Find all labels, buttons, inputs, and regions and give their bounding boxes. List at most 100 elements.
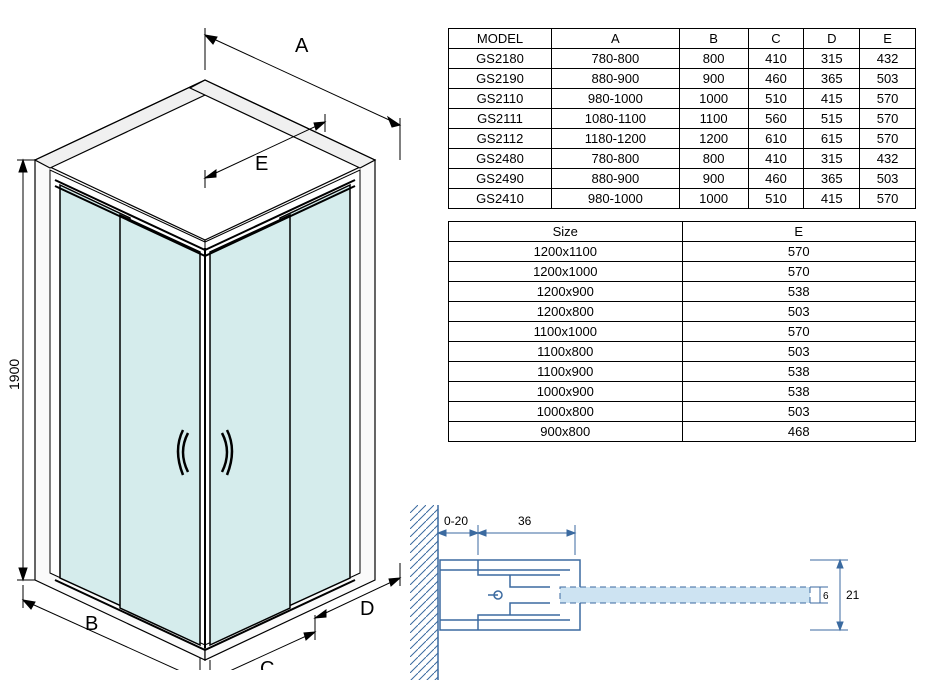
- dim-e-label: E: [255, 153, 268, 175]
- table-cell: 1200x800: [449, 302, 683, 322]
- table-cell: GS2490: [449, 169, 552, 189]
- profile-h-label: 21: [846, 588, 860, 602]
- table-cell: 570: [682, 322, 916, 342]
- table-cell: 570: [682, 262, 916, 282]
- table-row: 1200x800503: [449, 302, 916, 322]
- table-cell: 410: [748, 49, 804, 69]
- table-cell: 415: [804, 189, 860, 209]
- table-cell: 1100: [679, 109, 748, 129]
- table-cell: 780-800: [552, 149, 680, 169]
- table-cell: 1200: [679, 129, 748, 149]
- model-header-5: E: [860, 29, 916, 49]
- table-row: 1100x1000570: [449, 322, 916, 342]
- profile-gap-label: 0-20: [444, 514, 468, 528]
- table-cell: 570: [682, 242, 916, 262]
- table-row: GS2480780-800800410315432: [449, 149, 916, 169]
- table-cell: 1100x800: [449, 342, 683, 362]
- table-cell: 610: [748, 129, 804, 149]
- table-row: 1100x800503: [449, 342, 916, 362]
- table-row: 1200x1000570: [449, 262, 916, 282]
- table-cell: 538: [682, 282, 916, 302]
- table-cell: 315: [804, 149, 860, 169]
- table-cell: 615: [804, 129, 860, 149]
- table-cell: 1200x1000: [449, 262, 683, 282]
- size-table: Size E 1200x11005701200x10005701200x9005…: [448, 221, 916, 442]
- table-row: 1100x900538: [449, 362, 916, 382]
- table-cell: 980-1000: [552, 189, 680, 209]
- table-cell: 1080-1100: [552, 109, 680, 129]
- model-header-2: B: [679, 29, 748, 49]
- table-cell: GS2190: [449, 69, 552, 89]
- table-cell: 365: [804, 69, 860, 89]
- table-row: GS21111080-11001100560515570: [449, 109, 916, 129]
- table-cell: 1100x900: [449, 362, 683, 382]
- table-cell: 800: [679, 149, 748, 169]
- dim-b-label: B: [85, 613, 98, 635]
- profile-w-label: 36: [518, 514, 532, 528]
- model-table: MODEL A B C D E GS2180780-80080041031543…: [448, 28, 916, 209]
- dim-a-label: A: [295, 35, 309, 57]
- table-cell: GS2111: [449, 109, 552, 129]
- model-header-3: C: [748, 29, 804, 49]
- table-cell: 468: [682, 422, 916, 442]
- table-cell: 900: [679, 169, 748, 189]
- table-cell: 780-800: [552, 49, 680, 69]
- table-row: 1000x800503: [449, 402, 916, 422]
- table-cell: 503: [682, 342, 916, 362]
- table-cell: 510: [748, 89, 804, 109]
- shower-diagram: A E 1900: [5, 10, 415, 670]
- table-cell: 1200x900: [449, 282, 683, 302]
- table-row: GS2410980-10001000510415570: [449, 189, 916, 209]
- table-row: GS2490880-900900460365503: [449, 169, 916, 189]
- dim-height-label: 1900: [6, 359, 22, 390]
- table-cell: 538: [682, 382, 916, 402]
- table-row: 1000x900538: [449, 382, 916, 402]
- table-cell: 900: [679, 69, 748, 89]
- table-cell: 1180-1200: [552, 129, 680, 149]
- table-cell: 570: [860, 109, 916, 129]
- table-cell: 432: [860, 149, 916, 169]
- table-cell: 510: [748, 189, 804, 209]
- model-header-4: D: [804, 29, 860, 49]
- model-header-0: MODEL: [449, 29, 552, 49]
- model-header-1: A: [552, 29, 680, 49]
- table-cell: 460: [748, 69, 804, 89]
- table-row: 900x800468: [449, 422, 916, 442]
- profile-diagram: 0-20 36: [410, 505, 910, 680]
- table-cell: GS2180: [449, 49, 552, 69]
- table-row: GS2190880-900900460365503: [449, 69, 916, 89]
- table-cell: 432: [860, 49, 916, 69]
- table-cell: 1000x900: [449, 382, 683, 402]
- table-cell: 1000x800: [449, 402, 683, 422]
- table-cell: 1000: [679, 89, 748, 109]
- table-cell: 880-900: [552, 69, 680, 89]
- table-cell: GS2112: [449, 129, 552, 149]
- table-cell: 570: [860, 189, 916, 209]
- table-row: 1200x1100570: [449, 242, 916, 262]
- table-cell: 460: [748, 169, 804, 189]
- table-cell: 538: [682, 362, 916, 382]
- table-cell: 980-1000: [552, 89, 680, 109]
- table-cell: 1000: [679, 189, 748, 209]
- table-cell: 503: [682, 302, 916, 322]
- table-cell: 560: [748, 109, 804, 129]
- table-cell: 1100x1000: [449, 322, 683, 342]
- table-cell: 880-900: [552, 169, 680, 189]
- table-cell: 570: [860, 129, 916, 149]
- table-cell: 315: [804, 49, 860, 69]
- table-cell: 415: [804, 89, 860, 109]
- table-row: GS2180780-800800410315432: [449, 49, 916, 69]
- table-cell: 900x800: [449, 422, 683, 442]
- table-cell: GS2410: [449, 189, 552, 209]
- table-row: GS2110980-10001000510415570: [449, 89, 916, 109]
- table-cell: 503: [860, 69, 916, 89]
- table-cell: 1200x1100: [449, 242, 683, 262]
- table-cell: 800: [679, 49, 748, 69]
- dim-d-label: D: [360, 598, 374, 620]
- table-cell: 515: [804, 109, 860, 129]
- table-cell: 503: [682, 402, 916, 422]
- table-row: 1200x900538: [449, 282, 916, 302]
- profile-glass-label: 6: [823, 591, 829, 602]
- table-cell: 410: [748, 149, 804, 169]
- shower-svg: A E 1900: [5, 10, 415, 670]
